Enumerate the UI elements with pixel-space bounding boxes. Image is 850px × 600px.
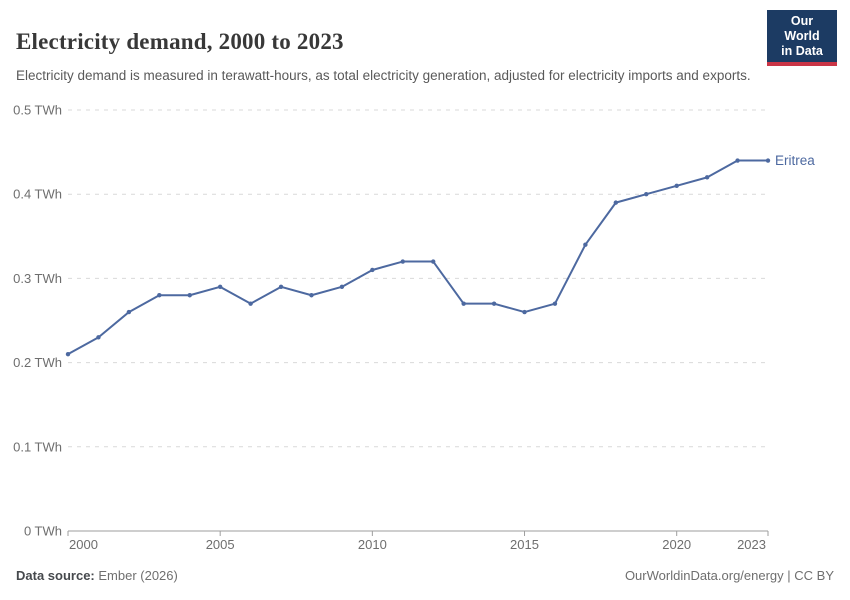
- data-point-marker[interactable]: [217, 284, 223, 290]
- data-point-marker[interactable]: [674, 183, 679, 188]
- data-point-marker[interactable]: [96, 335, 101, 340]
- data-point-marker[interactable]: [583, 242, 588, 247]
- attribution-link[interactable]: OurWorldinData.org/energy | CC BY: [624, 568, 834, 583]
- chart-subtitle: Electricity demand is measured in terawa…: [16, 67, 751, 83]
- page-title: Electricity demand, 2000 to 2023: [16, 29, 344, 55]
- data-source-note: Data source: Ember (2026): [16, 568, 178, 583]
- data-point-marker[interactable]: [552, 301, 558, 306]
- data-source-value: Ember (2026): [94, 568, 178, 583]
- data-point-marker[interactable]: [522, 309, 527, 315]
- y-axis-label: 0.3 TWh: [13, 271, 62, 286]
- x-axis-label: 2000: [69, 537, 98, 552]
- data-point-marker[interactable]: [187, 293, 192, 298]
- data-point-marker[interactable]: [735, 158, 740, 163]
- data-point-marker[interactable]: [704, 175, 710, 180]
- data-point-marker[interactable]: [126, 309, 132, 315]
- y-axis-label: 0.4 TWh: [13, 187, 62, 202]
- series-line[interactable]: [67, 159, 769, 356]
- data-point-marker[interactable]: [65, 351, 71, 357]
- x-axis-label: 2020: [662, 537, 691, 552]
- data-point-marker[interactable]: [765, 158, 771, 163]
- data-point-marker[interactable]: [278, 284, 284, 290]
- y-axis-label: 0.1 TWh: [13, 439, 62, 454]
- data-point-marker[interactable]: [644, 192, 649, 197]
- owid-logo-line2: in Data: [781, 44, 823, 58]
- owid-logo[interactable]: Our World in Data: [767, 10, 837, 66]
- y-axis-label: 0.5 TWh: [13, 103, 62, 118]
- x-axis-label: 2005: [206, 537, 235, 552]
- y-axis-label: 0.2 TWh: [13, 355, 62, 370]
- data-point-marker[interactable]: [431, 259, 436, 264]
- x-axis-label: 2015: [510, 537, 539, 552]
- x-axis-label: 2023: [737, 537, 766, 552]
- data-point-marker[interactable]: [461, 301, 466, 306]
- data-point-marker[interactable]: [309, 293, 314, 298]
- y-axis-label: 0 TWh: [24, 524, 62, 539]
- data-source-label: Data source:: [16, 568, 95, 583]
- data-point-marker[interactable]: [248, 301, 253, 306]
- data-point-marker[interactable]: [370, 267, 375, 273]
- data-point-marker[interactable]: [400, 259, 405, 264]
- data-point-marker[interactable]: [613, 200, 619, 205]
- owid-logo-line1: Our World: [784, 14, 820, 43]
- data-point-marker[interactable]: [339, 284, 345, 290]
- data-point-marker[interactable]: [157, 293, 162, 298]
- data-point-marker[interactable]: [491, 301, 497, 306]
- x-axis-label: 2010: [358, 537, 387, 552]
- series-entity-label[interactable]: Eritrea: [775, 153, 815, 168]
- series-eritrea[interactable]: [65, 158, 771, 357]
